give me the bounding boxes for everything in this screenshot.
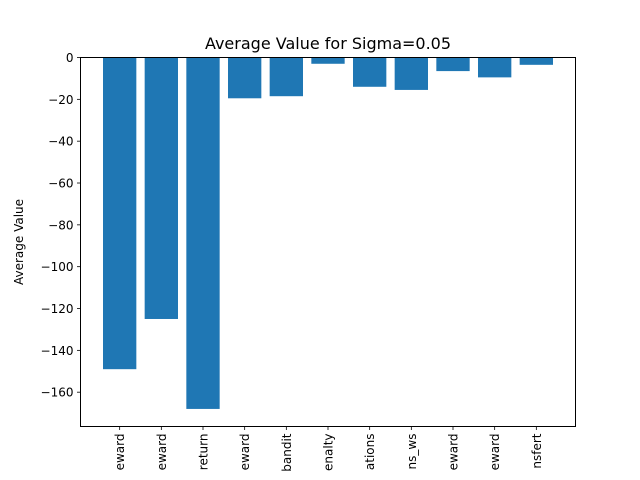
bar-4 xyxy=(269,57,303,97)
bar-0 xyxy=(103,57,137,370)
y-tick-label: −100 xyxy=(41,260,74,274)
x-tick-label: enalty xyxy=(322,434,336,471)
y-axis-label: Average Value xyxy=(12,199,26,285)
bars-group xyxy=(103,57,553,409)
bar-7 xyxy=(394,57,428,90)
y-tick-label: 0 xyxy=(66,51,74,65)
y-tick-label: −160 xyxy=(41,386,74,400)
x-tick-label: eward xyxy=(113,434,127,471)
x-axis-ticks: eward eward return eward bandit enalty ations n… xyxy=(113,426,544,472)
chart-title: Average Value for Sigma=0.05 xyxy=(205,34,451,53)
y-axis-ticks: 0 −20 −40 −60 −80 −100 −120 −140 −160 xyxy=(41,51,81,400)
y-tick-label: −120 xyxy=(41,302,74,316)
bar-1 xyxy=(144,57,178,319)
x-tick-label: eward xyxy=(447,434,461,471)
x-tick-label: ns_ws xyxy=(405,434,419,470)
y-tick-label: −140 xyxy=(41,344,74,358)
x-tick-label: eward xyxy=(155,434,169,471)
x-tick-label: return xyxy=(197,434,211,471)
bar-5 xyxy=(311,57,345,64)
y-tick-label: −20 xyxy=(48,93,73,107)
bar-10 xyxy=(519,57,553,65)
x-tick-label: eward xyxy=(238,434,252,471)
bar-8 xyxy=(436,57,470,72)
x-tick-label: eward xyxy=(488,434,502,471)
y-tick-label: −40 xyxy=(48,135,73,149)
x-tick-label: nsfert xyxy=(530,433,544,468)
bar-6 xyxy=(353,57,387,87)
x-tick-label: ations xyxy=(363,434,377,471)
axes-frame xyxy=(80,57,576,427)
bar-9 xyxy=(478,57,512,78)
bar-3 xyxy=(228,57,262,99)
x-tick-label: bandit xyxy=(280,433,294,472)
y-tick-label: −80 xyxy=(48,218,73,232)
y-tick-label: −60 xyxy=(48,177,73,191)
bar-2 xyxy=(186,57,220,409)
